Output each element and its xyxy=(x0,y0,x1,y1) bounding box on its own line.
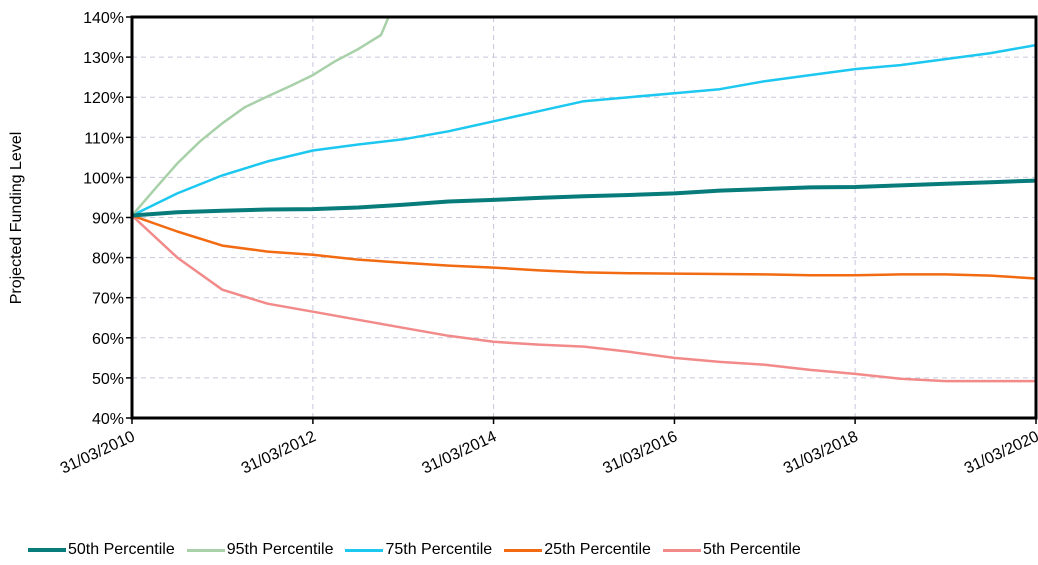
y-tick-label: 50% xyxy=(92,371,124,388)
legend: 50th Percentile 95th Percentile 75th Perce… xyxy=(28,538,813,562)
series-line-75th-percentile xyxy=(132,43,1036,217)
legend-label: 5th Percentile xyxy=(702,541,801,558)
x-tick-label: 31/03/2020 xyxy=(962,428,1038,477)
grid-lines xyxy=(131,16,1037,419)
series-line-95th-percentile xyxy=(132,17,390,217)
legend-item: 5th Percentile xyxy=(662,541,801,559)
x-tick-label: 31/03/2016 xyxy=(600,428,680,477)
legend-swatch xyxy=(186,548,225,552)
legend-label: 50th Percentile xyxy=(68,541,175,558)
y-tick-label: 140% xyxy=(83,10,124,27)
y-tick-label: 60% xyxy=(92,331,124,348)
y-axis-label: Projected Funding Level xyxy=(8,132,25,305)
legend-item: 25th Percentile xyxy=(504,541,651,559)
x-tick-label: 31/03/2010 xyxy=(58,428,138,477)
series-line-25th-percentile xyxy=(132,214,1036,280)
y-tick-label: 130% xyxy=(83,50,124,67)
y-tick-label: 110% xyxy=(84,130,124,147)
legend-swatch xyxy=(28,548,66,552)
legend-item: 95th Percentile xyxy=(186,541,334,559)
y-tick-label: 70% xyxy=(92,291,124,308)
y-tick-label: 120% xyxy=(83,90,124,107)
x-tick-label: 31/03/2018 xyxy=(781,428,861,477)
series-line-50th-percentile xyxy=(132,178,1036,218)
legend-swatch xyxy=(662,548,701,552)
x-tick-label: 31/03/2012 xyxy=(239,428,319,477)
legend-label: 75th Percentile xyxy=(385,541,493,558)
x-axis-ticks: 31/03/2010 31/03/2012 31/03/2014 31/03/2016… xyxy=(58,418,1038,477)
legend-item: 75th Percentile xyxy=(345,541,492,559)
y-axis-ticks: 40% 50% 60% 70% 80% 90% 100% 110% 120% 130% 140% xyxy=(83,10,132,428)
y-tick-label: 40% xyxy=(92,411,124,428)
legend-swatch xyxy=(504,548,543,552)
series-layer xyxy=(132,17,1036,383)
y-tick-label: 90% xyxy=(92,211,124,228)
x-tick-label: 31/03/2014 xyxy=(419,428,499,477)
legend-swatch xyxy=(345,548,384,552)
y-tick-label: 80% xyxy=(92,251,124,268)
legend-label: 95th Percentile xyxy=(226,541,334,558)
legend-label: 25th Percentile xyxy=(544,541,651,558)
legend-item: 50th Percentile xyxy=(28,541,175,559)
y-tick-label: 100% xyxy=(83,170,124,187)
series-line-5th-percentile xyxy=(132,214,1036,383)
